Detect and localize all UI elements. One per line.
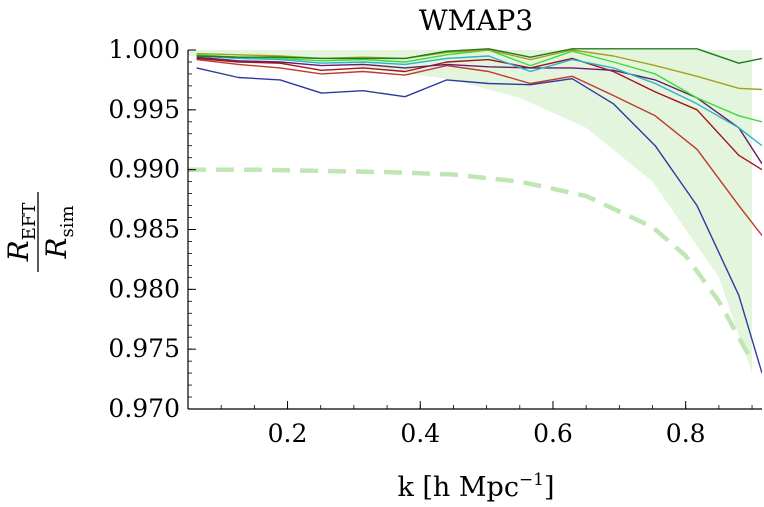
y-label-den-sub: sim: [57, 205, 78, 237]
y-tick-label: 0.975: [108, 334, 180, 363]
y-label-num-main: R: [2, 240, 35, 262]
x-tick-label: 0.4: [400, 419, 440, 448]
dashed-reference-curve: [188, 167, 754, 363]
y-tick-label: 0.985: [108, 215, 180, 244]
y-label-denominator: Rsim: [40, 205, 78, 259]
series-line-4: [196, 56, 762, 165]
x-tick-label: 0.8: [666, 419, 706, 448]
series-line-5: [196, 55, 762, 147]
uncertainty-band: [188, 50, 752, 374]
y-tick-label: 1.000: [108, 35, 180, 64]
series-line-7: [196, 49, 762, 91]
y-axis-label: REFT Rsim: [2, 192, 78, 272]
series-line-2: [196, 58, 762, 236]
plot-area: [188, 48, 762, 374]
y-label-numerator: REFT: [2, 203, 40, 263]
x-label-close: ]: [544, 472, 555, 503]
y-tick-label: 0.970: [108, 394, 180, 423]
x-label-superscript: −1: [519, 470, 544, 490]
chart-title: WMAP3: [419, 4, 533, 37]
plot-content: [188, 48, 762, 374]
y-tick-label: 0.990: [108, 155, 180, 184]
x-tick-label: 0.6: [533, 419, 573, 448]
y-tick-label: 0.980: [108, 274, 180, 303]
x-tick-label: 0.2: [268, 419, 308, 448]
series-line-8: [196, 48, 762, 64]
y-label-num-sub: EFT: [19, 203, 40, 241]
series-line-3: [196, 57, 762, 171]
x-axis-label: k [h Mpc−1]: [397, 470, 554, 503]
axes: 0.970 0.975 0.980 0.985 0.990 0.995 1.000 0.2 0.…: [108, 35, 762, 448]
series-line-1: [196, 67, 762, 374]
y-tick-label: 0.995: [108, 95, 180, 124]
y-label-den-main: R: [40, 237, 73, 259]
x-label-main: k [h Mpc: [397, 472, 519, 503]
